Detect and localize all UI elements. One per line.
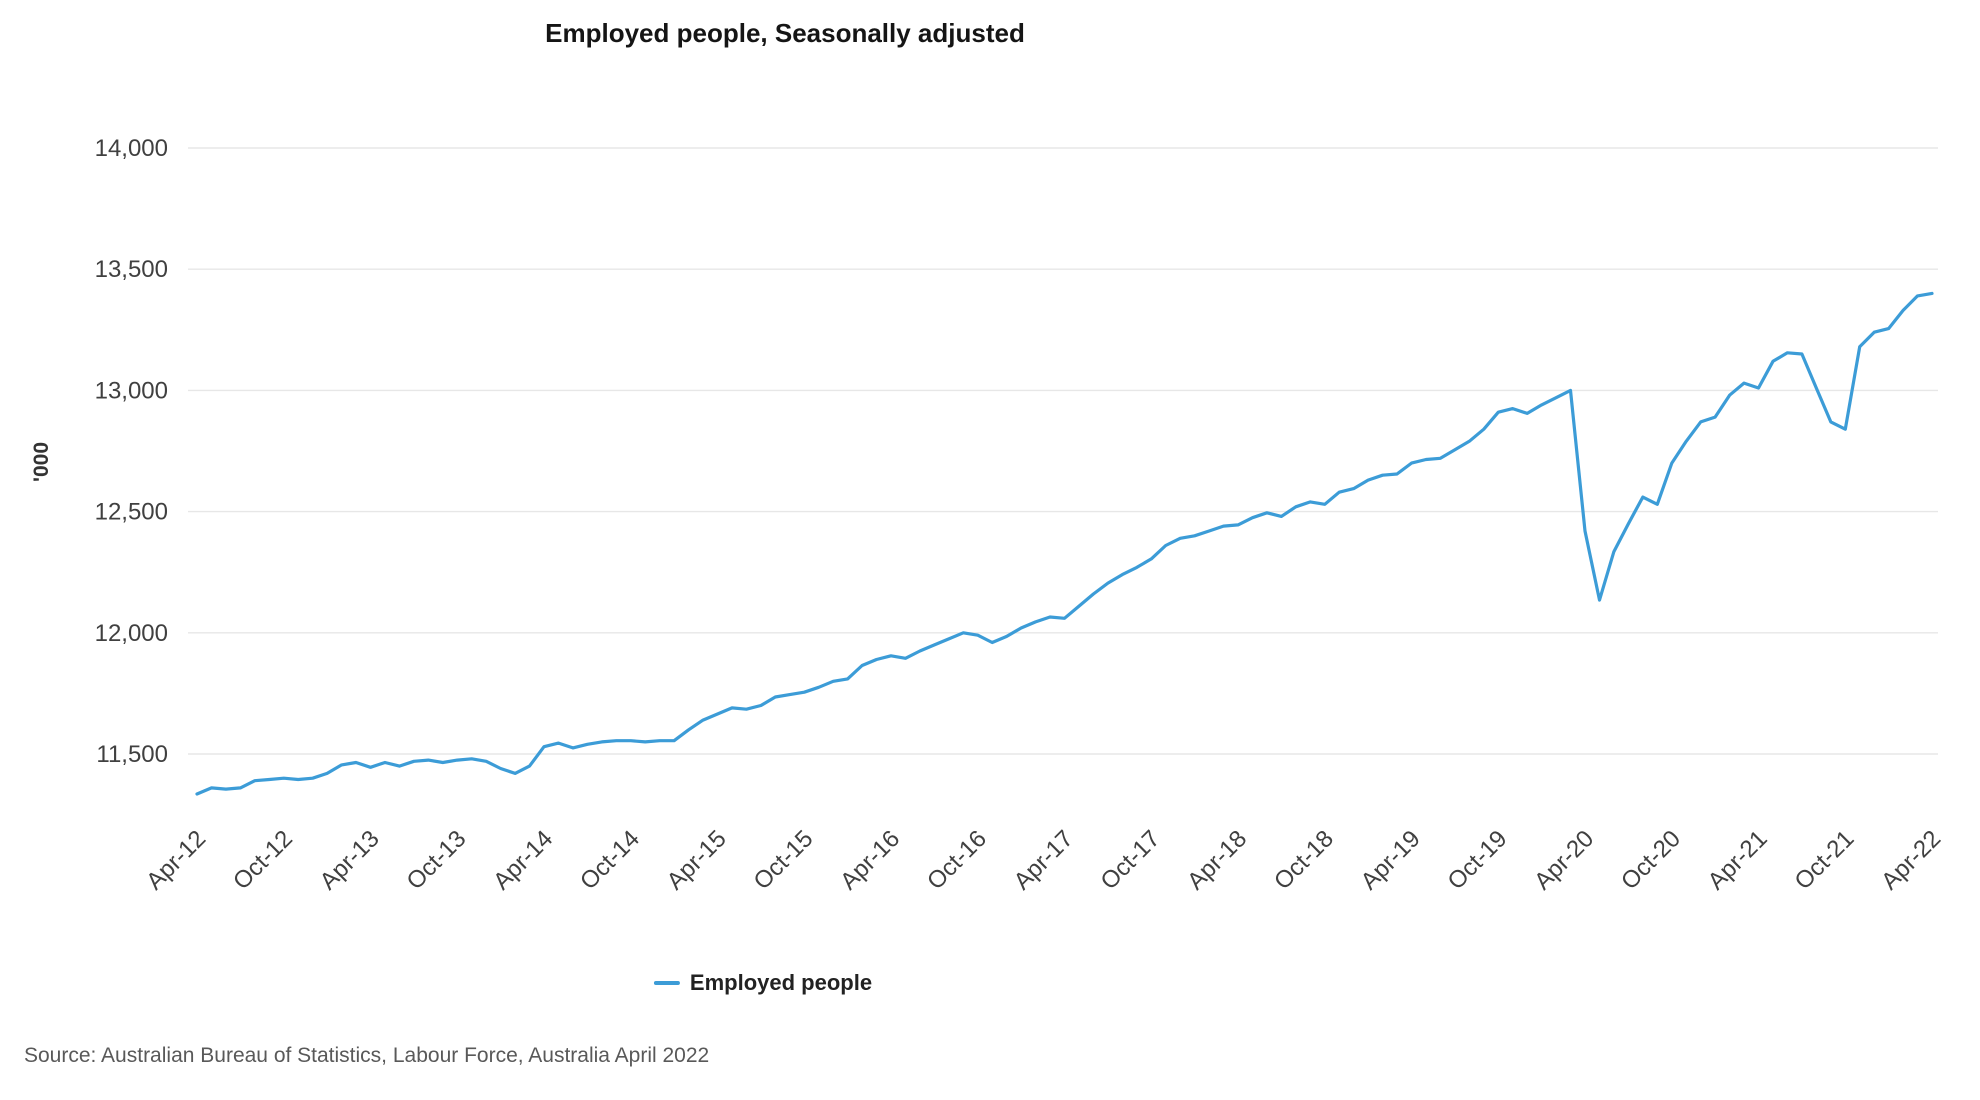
x-axis-tick-label: Apr-17 [1009,825,1079,895]
y-axis-tick-label: 13,500 [95,256,168,283]
x-axis-tick-label: Apr-21 [1703,825,1773,895]
x-axis-tick-label: Apr-18 [1182,825,1252,895]
x-axis-tick-label: Apr-12 [141,825,211,895]
y-axis-tick-label: 14,000 [95,135,168,162]
x-axis-tick-label: Oct-16 [922,825,992,895]
x-axis-tick-label: Apr-15 [662,825,732,895]
x-axis-tick-label: Oct-15 [748,825,818,895]
x-axis-tick-label: Oct-17 [1095,825,1165,895]
employed-people-series-line[interactable] [195,291,1934,796]
x-axis-tick-label: Apr-16 [835,825,905,895]
x-axis-tick-label: Oct-13 [401,825,471,895]
legend-label: Employed people [689,970,873,995]
x-axis-tick-label: Oct-18 [1269,825,1339,895]
x-axis-tick-label: Apr-14 [488,825,558,895]
x-axis-tick-label: Apr-19 [1356,825,1426,895]
x-axis-tick-label: Oct-20 [1616,825,1686,895]
y-axis-tick-label: 11,500 [96,741,168,768]
legend-item-employed-people[interactable]: Employed people [653,970,873,996]
x-axis-tick-label: Oct-19 [1442,825,1512,895]
x-axis-tick-label: Apr-20 [1529,825,1599,895]
legend-line-marker [653,981,680,985]
y-axis-tick-label: 13,000 [95,377,168,404]
x-axis-tick-label: Apr-22 [1876,825,1946,895]
chart-title: Employed people, Seasonally adjusted [545,18,1025,48]
x-axis-tick-label: Oct-21 [1789,825,1859,895]
source-note: Source: Australian Bureau of Statistics,… [24,1044,710,1067]
x-axis-tick-label: Apr-13 [315,825,385,895]
y-axis-tick-label: 12,000 [95,620,168,647]
x-axis-tick-label: Oct-14 [575,825,645,895]
x-axis-tick-label: Oct-12 [228,825,298,895]
y-axis-tick-label: 12,500 [95,499,168,526]
